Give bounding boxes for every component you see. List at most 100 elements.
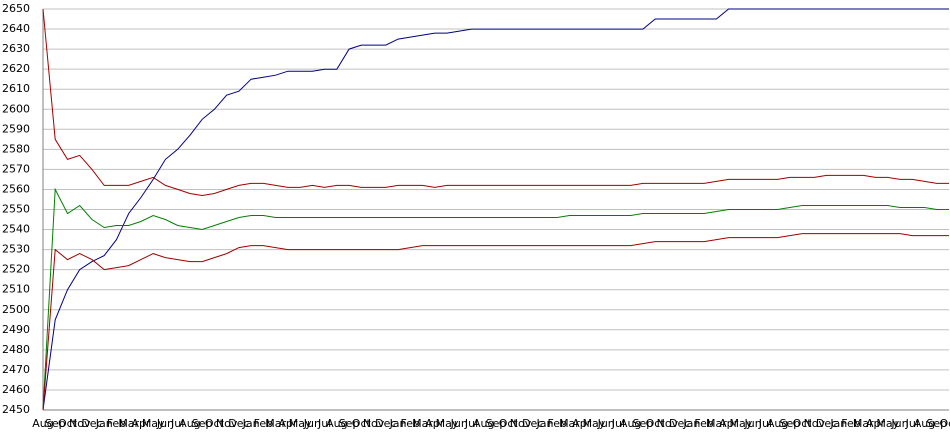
y-tick-label: 2500 [2,303,30,316]
x-tick-label: Feb [254,417,273,430]
x-tick-label: Apr [278,417,298,430]
y-tick-label: 2470 [2,363,30,376]
x-tick-label: Nov [657,417,679,430]
y-tick-label: 2520 [2,263,30,276]
y-tick-label: 2570 [2,162,30,175]
x-tick-label: Jul [317,417,331,430]
x-tick-label: Mar [853,417,874,430]
x-tick-label: Jul [464,417,478,430]
x-tick-label: Oct [58,417,78,430]
x-tick-label: Oct [499,417,519,430]
x-tick-label: Oct [646,417,666,430]
y-tick-label: 2560 [2,182,30,195]
y-tick-label: 2610 [2,82,30,95]
x-tick-label: Feb [841,417,860,430]
x-tick-label: Dec [816,417,837,430]
y-tick-label: 2630 [2,42,30,55]
x-tick-label: Jan [389,417,407,430]
x-tick-label: Apr [131,417,151,430]
y-tick-label: 2650 [2,2,30,15]
x-tick-label: Nov [69,417,91,430]
x-tick-label: Aug [620,417,641,430]
x-tick-label: Feb [107,417,126,430]
x-tick-label: Jan [682,417,700,430]
x-tick-label: Nov [510,417,532,430]
x-tick-label: Oct [352,417,372,430]
x-tick-label: Jun [156,417,174,430]
x-tick-label: Dec [81,417,102,430]
x-tick-label: Apr [866,417,886,430]
y-tick-label: 2530 [2,243,30,256]
x-tick-label: Sep [633,417,654,430]
x-tick-label: Feb [401,417,420,430]
x-tick-label: Mar [559,417,580,430]
x-tick-label: Jun [597,417,615,430]
x-tick-label: Mar [706,417,727,430]
x-tick-label: Jan [535,417,553,430]
x-tick-label: May [436,417,459,430]
y-tick-label: 2510 [2,283,30,296]
x-tick-label: Mar [118,417,139,430]
x-tick-label: Jul [905,417,919,430]
x-tick-label: Jan [829,417,847,430]
x-tick-label: Aug [473,417,494,430]
x-tick-label: Dec [522,417,543,430]
x-tick-label: Jan [242,417,260,430]
x-tick-label: Sep [486,417,507,430]
x-tick-label: Jun [450,417,468,430]
series-line [42,233,949,411]
x-tick-label: Jun [890,417,908,430]
x-tick-label: Jul [758,417,772,430]
x-tick-label: Sep [926,417,947,430]
y-tick-label: 2580 [2,142,30,155]
x-tick-label: Mar [265,417,286,430]
x-tick-label: Dec [228,417,249,430]
x-tick-label: Sep [192,417,213,430]
x-tick-label: Aug [32,417,53,430]
x-tick-label: Nov [216,417,238,430]
x-tick-label: Oct [205,417,225,430]
x-tick-label: Jan [95,417,113,430]
x-tick-label: Aug [767,417,788,430]
y-tick-label: 2460 [2,383,30,396]
x-tick-label: Mar [412,417,433,430]
x-tick-label: Oct [793,417,813,430]
series-line [42,8,949,197]
x-tick-label: Jul [170,417,184,430]
x-tick-label: Apr [425,417,445,430]
x-tick-label: Aug [914,417,935,430]
x-tick-label: May [583,417,606,430]
x-tick-label: Feb [694,417,713,430]
x-tick-label: Jun [303,417,321,430]
x-tick-label: Nov [804,417,826,430]
y-tick-label: 2620 [2,62,30,75]
x-tick-label: Sep [339,417,360,430]
x-tick-label: Aug [326,417,347,430]
x-tick-label: Oct [939,417,950,430]
y-tick-label: 2480 [2,343,30,356]
series-line [42,8,949,411]
x-tick-label: May [729,417,752,430]
y-tick-label: 2640 [2,22,30,35]
x-tick-label: May [876,417,899,430]
x-tick-label: Apr [572,417,592,430]
x-tick-label: Dec [669,417,690,430]
x-tick-label: Sep [45,417,66,430]
y-tick-label: 2540 [2,223,30,236]
x-tick-label: Dec [375,417,396,430]
y-tick-label: 2590 [2,122,30,135]
x-tick-label: Apr [719,417,739,430]
x-tick-label: Sep [779,417,800,430]
x-tick-label: Jul [611,417,625,430]
x-tick-label: Nov [363,417,385,430]
y-tick-label: 2600 [2,102,30,115]
x-tick-label: Jun [744,417,762,430]
x-tick-label: Aug [179,417,200,430]
x-tick-label: May [142,417,165,430]
x-tick-label: May [289,417,312,430]
y-tick-label: 2550 [2,203,30,216]
y-tick-label: 2450 [2,403,30,416]
y-tick-label: 2490 [2,323,30,336]
